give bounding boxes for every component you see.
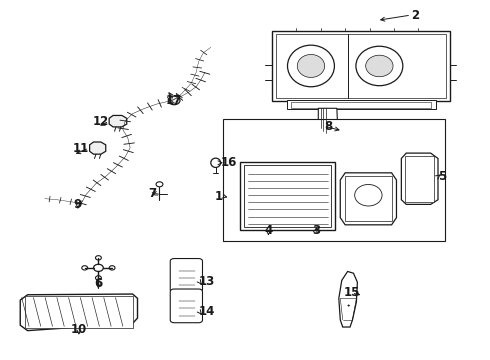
Text: 7: 7 [148,187,156,200]
Bar [240,162,335,230]
Ellipse shape [82,266,88,270]
Text: 9: 9 [74,198,82,211]
Text: 10: 10 [71,323,87,336]
Text: 16: 16 [220,156,237,169]
Polygon shape [90,142,106,154]
Ellipse shape [211,158,220,167]
Text: 3: 3 [312,224,320,237]
Ellipse shape [96,256,101,260]
Polygon shape [401,153,438,204]
Text: 2: 2 [411,9,419,22]
Bar [276,34,446,98]
Text: ✦: ✦ [347,304,350,308]
Ellipse shape [355,184,382,206]
Text: 8: 8 [324,120,332,133]
Bar [25,296,133,328]
Polygon shape [20,294,138,330]
Text: 4: 4 [264,224,272,238]
FancyBboxPatch shape [170,289,202,323]
Ellipse shape [356,46,403,86]
Ellipse shape [297,54,325,77]
Polygon shape [339,271,357,327]
Bar [292,102,431,108]
Text: 1: 1 [215,190,223,203]
Ellipse shape [168,96,180,105]
Text: 15: 15 [343,287,360,300]
Ellipse shape [156,182,163,187]
Ellipse shape [288,45,334,87]
Text: 11: 11 [73,141,89,154]
Ellipse shape [366,55,393,77]
Text: 6: 6 [94,278,102,291]
Text: 17: 17 [166,94,182,107]
Polygon shape [318,108,338,137]
Bar [244,165,331,227]
Text: 14: 14 [199,305,216,318]
Ellipse shape [109,266,115,270]
Text: 13: 13 [199,275,215,288]
Bar [287,100,436,109]
Bar [345,176,392,221]
Text: 5: 5 [438,170,446,183]
FancyBboxPatch shape [170,258,202,292]
Ellipse shape [96,276,101,280]
Bar [223,119,445,241]
Bar [272,31,450,101]
Text: 12: 12 [93,115,109,128]
Polygon shape [340,173,396,225]
Ellipse shape [94,264,103,271]
Bar [405,156,434,202]
Polygon shape [109,116,127,127]
